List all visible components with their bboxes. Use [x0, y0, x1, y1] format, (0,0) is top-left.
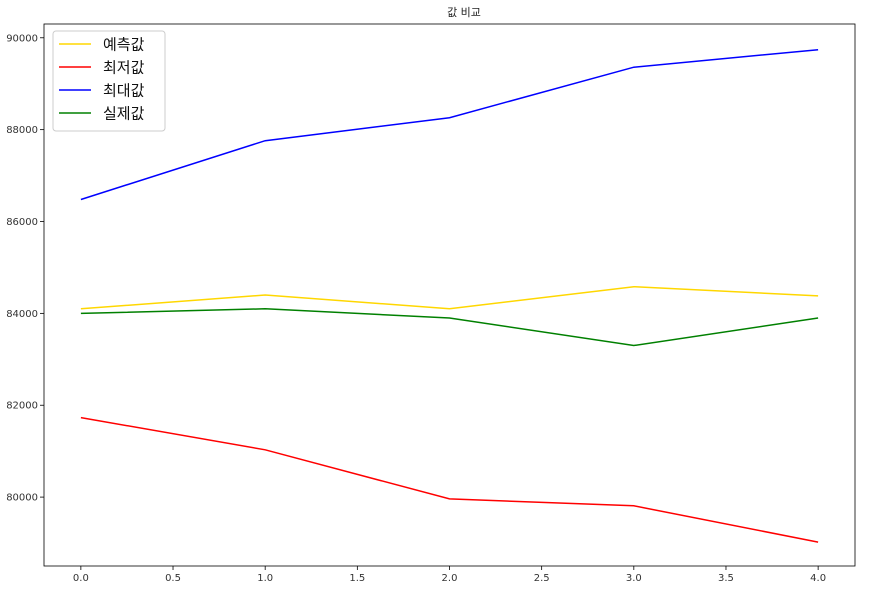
- y-axis: 80000 82000 84000 86000 88000 90000: [6, 33, 44, 504]
- y-tick-label: 82000: [6, 401, 38, 412]
- x-tick-label: 4.0: [810, 573, 826, 584]
- x-tick-label: 0.0: [73, 573, 89, 584]
- plot-area: [43, 23, 856, 567]
- x-tick-label: 2.5: [534, 573, 550, 584]
- x-tick-label: 3.0: [626, 573, 642, 584]
- chart-title: 값 비교: [447, 6, 481, 19]
- y-tick-label: 90000: [6, 33, 38, 44]
- x-axis: 0.0 0.5 1.0 1.5 2.0 2.5 3.0 3.5 4.0: [73, 566, 826, 584]
- y-tick-label: 88000: [6, 125, 38, 136]
- plot-frame: [43, 23, 856, 567]
- x-tick-label: 1.5: [349, 573, 365, 584]
- x-tick-label: 3.5: [718, 573, 734, 584]
- series-line: [80, 416, 819, 543]
- series-line: [80, 285, 819, 310]
- series-line: [80, 308, 819, 347]
- legend-label: 예측값: [103, 36, 145, 54]
- legend-label: 최대값: [103, 82, 145, 100]
- legend-label: 실제값: [103, 105, 145, 123]
- legend-box: [52, 30, 166, 132]
- series-line: [80, 48, 819, 201]
- legend-label: 최저값: [103, 59, 145, 77]
- series-lines: [80, 48, 819, 543]
- x-tick-label: 0.5: [165, 573, 181, 584]
- y-tick-label: 84000: [6, 309, 38, 320]
- x-tick-label: 1.0: [257, 573, 273, 584]
- x-tick-label: 2.0: [442, 573, 458, 584]
- y-tick-label: 80000: [6, 493, 38, 504]
- y-tick-label: 86000: [6, 217, 38, 228]
